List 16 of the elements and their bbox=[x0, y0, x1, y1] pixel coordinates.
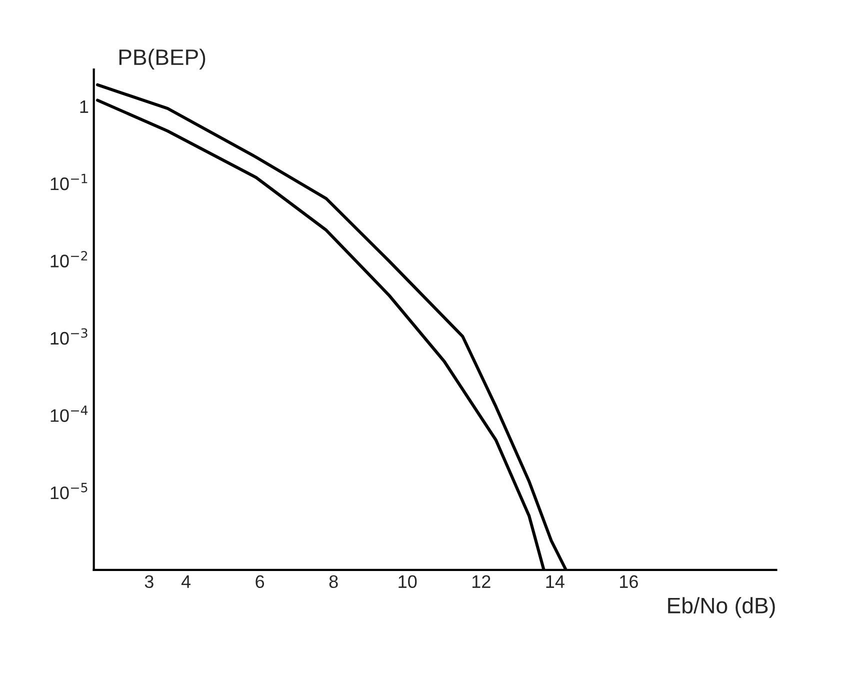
y-tick-label: 10$^{−1}$ bbox=[50, 174, 88, 190]
x-tick-label: 10 bbox=[398, 575, 417, 588]
y-tick-label: 10$^{−5}$ bbox=[50, 482, 88, 500]
x-tick-label: 12 bbox=[472, 575, 490, 588]
x-tick-label: 4 bbox=[181, 575, 191, 588]
x-tick-label: 16 bbox=[620, 575, 638, 588]
y-tick-label: 10$^{−2}$ bbox=[50, 250, 88, 268]
y-tick-label: 1 bbox=[80, 100, 88, 113]
y-tick-label: 10$^{−3}$ bbox=[50, 328, 88, 345]
x-tick-label: 6 bbox=[256, 575, 264, 588]
x-tick-label: 8 bbox=[329, 575, 338, 588]
y-axis-title: PB(BEP) bbox=[119, 48, 206, 70]
x-tick-label: 3 bbox=[144, 575, 154, 588]
x-tick-label: 14 bbox=[546, 575, 564, 588]
y-tick-label: 10$^{−4}$ bbox=[50, 406, 88, 422]
x-axis-title: Eb/No (dB) bbox=[668, 597, 775, 618]
